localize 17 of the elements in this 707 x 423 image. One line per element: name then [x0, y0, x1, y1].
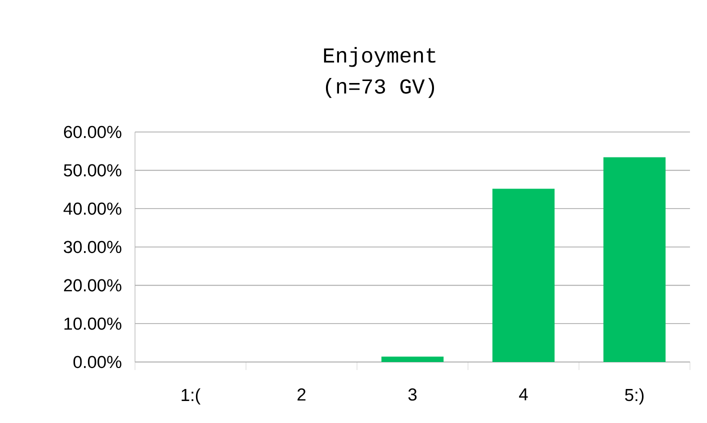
x-tick-label: 4: [519, 388, 528, 400]
x-tick-label: 3: [408, 388, 417, 401]
y-tick-label: 50.00%: [64, 164, 122, 176]
y-tick-label: 60.00%: [64, 126, 122, 138]
bar: [381, 356, 444, 362]
y-tick-label: 40.00%: [64, 202, 122, 215]
y-tick-label: 0.00%: [73, 356, 122, 368]
chart-title: Enjoyment: [324, 47, 436, 67]
y-tick-label: 30.00%: [64, 240, 122, 254]
x-tick-label: 1:(: [182, 388, 201, 405]
bar: [603, 157, 666, 362]
y-tick-label: 10.00%: [64, 318, 122, 330]
y-tick-label: 20.00%: [64, 279, 122, 292]
x-tick-label: 5:): [625, 388, 644, 405]
bar: [492, 188, 555, 362]
chart-subtitle: (n=73 GV): [326, 78, 434, 98]
x-tick-label: 2: [298, 388, 306, 400]
